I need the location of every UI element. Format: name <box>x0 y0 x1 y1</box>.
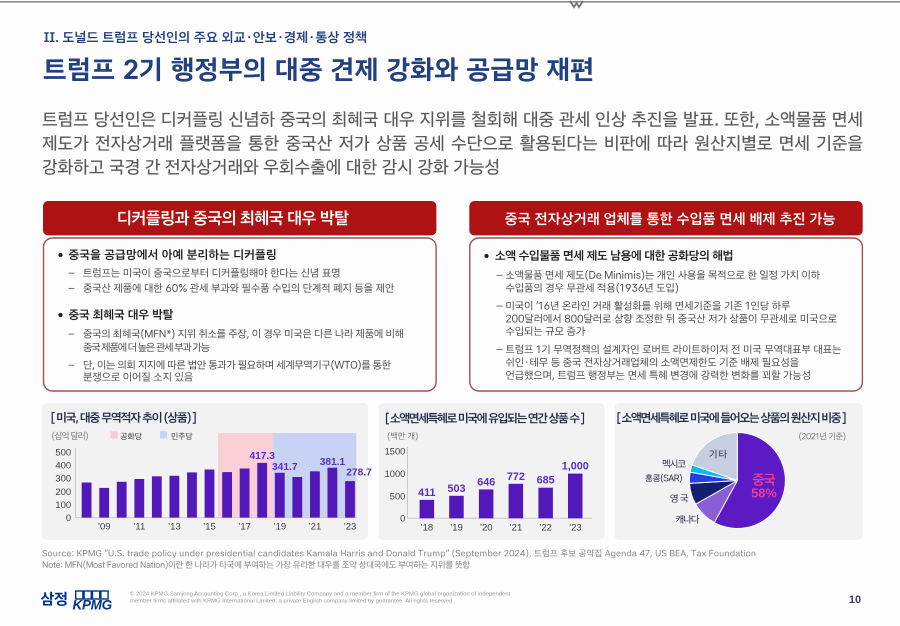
svg-text:278.7: 278.7 <box>346 468 372 479</box>
svg-text:1000: 1000 <box>385 469 406 479</box>
svg-text:’23: ’23 <box>344 522 357 533</box>
svg-text:’21: ’21 <box>510 523 523 534</box>
svg-text:417.3: 417.3 <box>249 451 275 462</box>
svg-text:500: 500 <box>390 491 406 501</box>
svg-text:’20: ’20 <box>480 523 493 534</box>
svg-text:’17: ’17 <box>238 522 251 533</box>
svg-text:’09: ’09 <box>98 522 111 533</box>
svg-text:’23: ’23 <box>569 523 582 534</box>
svg-text:381.1: 381.1 <box>320 457 346 468</box>
svg-text:1,000: 1,000 <box>562 461 589 473</box>
svg-text:’13: ’13 <box>168 522 181 533</box>
svg-text:’18: ’18 <box>420 523 433 534</box>
svg-text:0: 0 <box>400 514 405 524</box>
svg-text:© 2024 KPMG Samjong Accounting: © 2024 KPMG Samjong Accounting Corp., a … <box>130 591 511 598</box>
svg-text:100: 100 <box>55 500 71 511</box>
svg-text:58%: 58% <box>751 486 777 501</box>
svg-text:’11: ’11 <box>133 522 145 533</box>
svg-text:772: 772 <box>507 471 525 483</box>
svg-text:KPMG: KPMG <box>73 598 113 613</box>
svg-text:10: 10 <box>849 594 861 606</box>
svg-text:’15: ’15 <box>203 522 216 533</box>
svg-text:0: 0 <box>66 513 71 524</box>
svg-text:300: 300 <box>55 474 71 485</box>
svg-text:503: 503 <box>447 483 465 495</box>
svg-text:member firms affiliated with K: member firms affiliated with KPMG Intern… <box>130 599 454 605</box>
svg-text:646: 646 <box>477 476 495 488</box>
svg-text:341.7: 341.7 <box>272 462 298 473</box>
svg-text:’19: ’19 <box>450 523 463 534</box>
svg-text:685: 685 <box>537 475 555 487</box>
svg-text:411: 411 <box>418 487 435 499</box>
svg-text:’21: ’21 <box>309 522 322 533</box>
svg-text:1500: 1500 <box>385 447 406 457</box>
svg-text:500: 500 <box>55 448 71 459</box>
svg-text:400: 400 <box>55 461 71 472</box>
svg-text:’19: ’19 <box>273 522 286 533</box>
svg-text:200: 200 <box>55 487 71 498</box>
svg-text:’22: ’22 <box>539 523 552 534</box>
